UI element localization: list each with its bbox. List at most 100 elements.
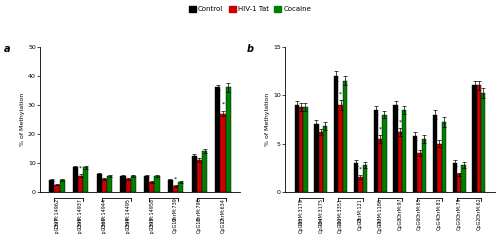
Y-axis label: % of Methylation: % of Methylation [266, 93, 270, 146]
Text: *: * [378, 126, 382, 131]
Bar [60, 180, 65, 192]
Text: *: * [359, 167, 362, 172]
Bar [481, 93, 486, 192]
Bar [358, 177, 362, 192]
Bar [314, 124, 318, 192]
Text: CpG397: CpG397 [54, 216, 60, 234]
Text: ChrM:65: ChrM:65 [417, 198, 422, 218]
Text: CpG18: CpG18 [197, 216, 202, 233]
Text: *: * [79, 166, 82, 171]
Text: CpG8: CpG8 [358, 216, 363, 230]
Bar [457, 175, 462, 192]
Bar [78, 176, 84, 192]
Text: CpG19: CpG19 [173, 216, 178, 233]
Text: ChrM:14937: ChrM:14937 [78, 198, 83, 228]
Bar [226, 88, 231, 192]
Bar [433, 114, 437, 192]
Bar [442, 122, 446, 192]
Bar [402, 110, 406, 192]
Bar [472, 85, 477, 192]
Text: CpG64: CpG64 [318, 216, 324, 233]
Text: ChrM:634: ChrM:634 [220, 198, 226, 222]
Text: *: * [174, 177, 177, 182]
Bar [294, 105, 299, 192]
Legend: Control, HIV-1 Tat, Cocaine: Control, HIV-1 Tat, Cocaine [186, 4, 314, 15]
Bar [299, 107, 303, 192]
Bar [343, 81, 347, 192]
Y-axis label: % of Methylation: % of Methylation [20, 93, 25, 146]
Bar [168, 180, 173, 192]
Bar [96, 175, 102, 192]
Text: CpG65: CpG65 [298, 216, 304, 233]
Text: CpG47: CpG47 [378, 216, 382, 233]
Text: ChrM:798: ChrM:798 [197, 198, 202, 221]
Text: ChrM:14962: ChrM:14962 [54, 198, 60, 228]
Bar [220, 113, 226, 192]
Text: *: * [339, 91, 342, 96]
Text: CpG2: CpG2 [476, 216, 482, 230]
Bar [144, 176, 150, 192]
Bar [196, 160, 202, 192]
Bar [413, 136, 418, 192]
Bar [394, 105, 398, 192]
Text: ChrM:3175: ChrM:3175 [318, 198, 324, 225]
Bar [192, 156, 196, 192]
Bar [120, 176, 126, 192]
Text: ChrM:81: ChrM:81 [437, 198, 442, 218]
Bar [338, 105, 343, 192]
Bar [84, 167, 88, 192]
Text: *: * [222, 102, 224, 107]
Text: ChrM:1186: ChrM:1186 [378, 198, 382, 225]
Bar [374, 110, 378, 192]
Bar [452, 163, 457, 192]
Text: CpG393: CpG393 [150, 216, 154, 234]
Bar [354, 163, 358, 192]
Text: ChrM:97: ChrM:97 [398, 198, 402, 218]
Text: b: b [247, 44, 254, 54]
Bar [334, 76, 338, 192]
Bar [202, 151, 207, 192]
Bar [303, 107, 308, 192]
Bar [173, 186, 178, 192]
Bar [130, 176, 136, 192]
Text: CpG396: CpG396 [78, 216, 83, 234]
Text: ChrM:3179: ChrM:3179 [298, 198, 304, 225]
Text: CpG394: CpG394 [126, 216, 130, 234]
Bar [362, 165, 367, 192]
Bar [422, 139, 426, 192]
Text: ChrM:121: ChrM:121 [358, 198, 363, 222]
Bar [150, 182, 154, 192]
Bar [418, 153, 422, 192]
Text: *: * [398, 119, 402, 124]
Bar [477, 85, 481, 192]
Bar [54, 185, 60, 192]
Text: CpG17: CpG17 [220, 216, 226, 233]
Text: ChrM:3351: ChrM:3351 [338, 198, 343, 225]
Bar [398, 132, 402, 192]
Text: CpG6: CpG6 [417, 216, 422, 230]
Text: CpG4: CpG4 [437, 216, 442, 230]
Bar [318, 132, 323, 192]
Bar [437, 143, 442, 192]
Bar [382, 114, 386, 192]
Bar [49, 180, 54, 192]
Text: ChrM:14944: ChrM:14944 [102, 198, 107, 228]
Bar [102, 179, 107, 192]
Text: a: a [4, 44, 10, 54]
Text: ChrM:14495: ChrM:14495 [126, 198, 130, 228]
Bar [178, 182, 184, 192]
Bar [215, 88, 220, 192]
Bar [378, 139, 382, 192]
Bar [154, 176, 160, 192]
Bar [126, 179, 130, 192]
Text: ChrM:62: ChrM:62 [476, 198, 482, 218]
Bar [323, 126, 328, 192]
Text: ChrM:739: ChrM:739 [173, 198, 178, 221]
Text: CpG8: CpG8 [398, 216, 402, 230]
Bar [73, 167, 78, 192]
Bar [107, 176, 112, 192]
Bar [462, 165, 466, 192]
Text: CpG0: CpG0 [456, 216, 462, 230]
Text: CpG360: CpG360 [102, 216, 107, 234]
Text: CpG60: CpG60 [338, 216, 343, 233]
